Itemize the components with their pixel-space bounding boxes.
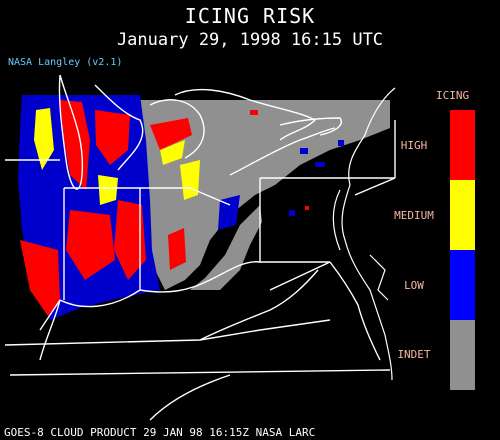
legend-swatch-medium xyxy=(450,180,475,250)
legend-label-high: HIGH xyxy=(400,139,428,152)
version-label: NASA Langley (v2.1) xyxy=(8,57,123,68)
indeterminate-cloud-region xyxy=(140,100,390,290)
icing-legend-bar xyxy=(450,110,475,390)
legend-title: ICING xyxy=(436,89,470,102)
legend-swatch-indet xyxy=(450,320,475,390)
footer-caption: GOES-8 CLOUD PRODUCT 29 JAN 98 16:15Z NA… xyxy=(4,426,316,439)
state-borders xyxy=(4,74,396,421)
legend-swatch-low xyxy=(450,250,475,320)
scattered-icing-spots xyxy=(250,110,344,216)
coastline xyxy=(332,87,396,381)
map-title: ICING RISK xyxy=(184,4,316,28)
legend-label-medium: MEDIUM xyxy=(394,209,434,222)
map-timestamp: January 29, 1998 16:15 UTC xyxy=(116,30,384,50)
legend-label-low: LOW xyxy=(404,279,424,292)
icing-risk-region xyxy=(18,95,240,320)
legend-label-indet: INDET xyxy=(397,348,431,361)
legend-swatch-high xyxy=(450,110,475,180)
